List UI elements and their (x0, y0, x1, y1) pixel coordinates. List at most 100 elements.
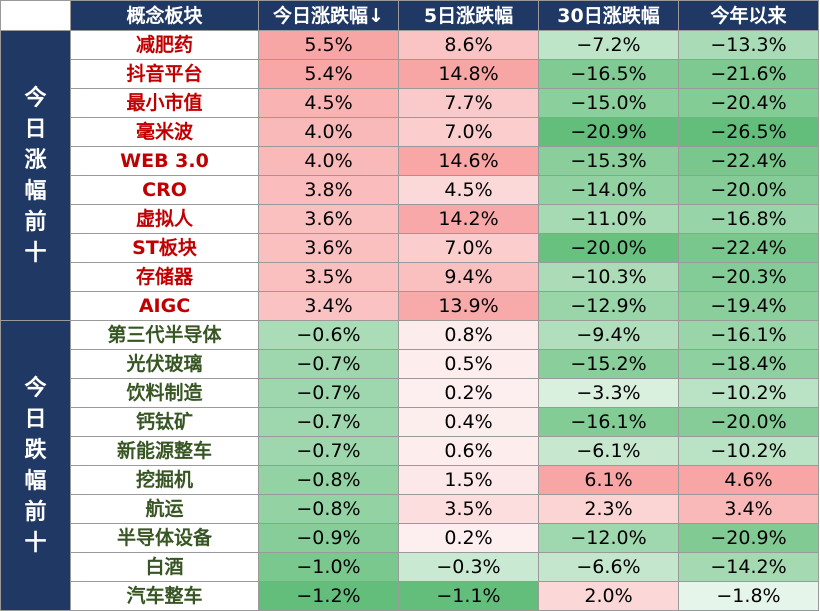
header-row: 概念板块 今日涨跌幅↓ 5日涨跌幅 30日涨跌幅 今年以来 (0, 0, 819, 31)
value-cell-5day-change: 0.2% (398, 523, 539, 553)
value-cell-ytd-change: −16.8% (678, 204, 819, 234)
value-cell-ytd-change: −20.3% (678, 262, 819, 292)
table-row: 汽车整车 −1.2% −1.1% 2.0% −1.8% (1, 581, 819, 611)
sector-name: 挖掘机 (70, 465, 259, 495)
value-cell-ytd-change: −20.4% (678, 88, 819, 118)
sector-name: 汽车整车 (70, 581, 259, 611)
value-cell-30day-change: 2.0% (538, 581, 679, 611)
value-cell-30day-change: −15.3% (538, 146, 679, 176)
value-cell-ytd-change: −14.2% (678, 552, 819, 582)
header-5day-change[interactable]: 5日涨跌幅 (398, 0, 539, 31)
value-cell-30day-change: −16.1% (538, 407, 679, 437)
sector-name: 饮料制造 (70, 378, 259, 408)
value-cell-5day-change: 9.4% (398, 262, 539, 292)
value-cell-today-change: 3.6% (258, 233, 399, 263)
value-cell-today-change: −0.7% (258, 407, 399, 437)
value-cell-today-change: −0.7% (258, 378, 399, 408)
value-cell-30day-change: −14.0% (538, 175, 679, 205)
table-row: 存储器 3.5% 9.4% −10.3% −20.3% (1, 262, 819, 292)
table-row: AIGC 3.4% 13.9% −12.9% −19.4% (1, 291, 819, 321)
value-cell-30day-change: −12.0% (538, 523, 679, 553)
value-cell-ytd-change: 4.6% (678, 465, 819, 495)
value-cell-30day-change: −7.2% (538, 30, 679, 60)
table-row: 今日跌幅前十 第三代半导体 −0.6% 0.8% −9.4% −16.1% (0, 320, 819, 611)
value-cell-30day-change: 2.3% (538, 494, 679, 524)
sector-name: 钙钛矿 (70, 407, 259, 437)
value-cell-5day-change: 0.4% (398, 407, 539, 437)
value-cell-5day-change: 13.9% (398, 291, 539, 321)
value-cell-today-change: −1.2% (258, 581, 399, 611)
sector-name: 航运 (70, 494, 259, 524)
value-cell-30day-change: −16.5% (538, 59, 679, 89)
table-row: 抖音平台 5.4% 14.8% −16.5% −21.6% (1, 59, 819, 89)
value-cell-ytd-change: −26.5% (678, 117, 819, 147)
sector-name: AIGC (70, 291, 259, 321)
table-row: 钙钛矿 −0.7% 0.4% −16.1% −20.0% (1, 407, 819, 437)
value-cell-today-change: 5.5% (258, 30, 399, 60)
value-cell-ytd-change: −10.2% (678, 436, 819, 466)
value-cell-30day-change: −3.3% (538, 378, 679, 408)
value-cell-30day-change: −12.9% (538, 291, 679, 321)
value-cell-30day-change: −20.0% (538, 233, 679, 263)
value-cell-today-change: 4.0% (258, 146, 399, 176)
value-cell-5day-change: 0.6% (398, 436, 539, 466)
value-cell-today-change: −0.6% (258, 320, 399, 350)
group-label-text: 今日跌幅前十 (24, 375, 47, 556)
value-cell-5day-change: 7.7% (398, 88, 539, 118)
table-body: 今日涨幅前十 减肥药 5.5% 8.6% −7.2% −13.3% 抖音平台 5.4% 14.8… (0, 30, 819, 611)
value-cell-5day-change: 14.2% (398, 204, 539, 234)
table-row: 半导体设备 −0.9% 0.2% −12.0% −20.9% (1, 523, 819, 553)
value-cell-today-change: 3.6% (258, 204, 399, 234)
header-sector[interactable]: 概念板块 (70, 0, 259, 31)
header-today-change[interactable]: 今日涨跌幅↓ (258, 0, 399, 31)
value-cell-today-change: 3.4% (258, 291, 399, 321)
table-row: CRO 3.8% 4.5% −14.0% −20.0% (1, 175, 819, 205)
value-cell-ytd-change: −20.9% (678, 523, 819, 553)
group-label-top-losers: 今日跌幅前十 (0, 320, 71, 611)
value-cell-5day-change: 0.2% (398, 378, 539, 408)
value-cell-30day-change: −15.0% (538, 88, 679, 118)
table-row: 挖掘机 −0.8% 1.5% 6.1% 4.6% (1, 465, 819, 495)
group-label-text: 今日涨幅前十 (24, 85, 47, 266)
value-cell-today-change: 4.0% (258, 117, 399, 147)
value-cell-30day-change: −6.1% (538, 436, 679, 466)
value-cell-5day-change: 7.0% (398, 233, 539, 263)
value-cell-ytd-change: −21.6% (678, 59, 819, 89)
header-30day-change[interactable]: 30日涨跌幅 (538, 0, 679, 31)
corner-cell (0, 0, 71, 31)
header-ytd-change[interactable]: 今年以来 (678, 0, 819, 31)
sector-name: 白酒 (70, 552, 259, 582)
value-cell-5day-change: 0.8% (398, 320, 539, 350)
sector-name: 虚拟人 (70, 204, 259, 234)
sector-name: 第三代半导体 (70, 320, 259, 350)
value-cell-30day-change: 6.1% (538, 465, 679, 495)
value-cell-today-change: −0.7% (258, 349, 399, 379)
table-row: 饮料制造 −0.7% 0.2% −3.3% −10.2% (1, 378, 819, 408)
value-cell-30day-change: −11.0% (538, 204, 679, 234)
sector-name: 半导体设备 (70, 523, 259, 553)
sector-name: CRO (70, 175, 259, 205)
value-cell-5day-change: 14.8% (398, 59, 539, 89)
sector-name: 减肥药 (70, 30, 259, 60)
value-cell-ytd-change: −22.4% (678, 146, 819, 176)
value-cell-5day-change: 14.6% (398, 146, 539, 176)
table-row: 最小市值 4.5% 7.7% −15.0% −20.4% (1, 88, 819, 118)
sector-name: 光伏玻璃 (70, 349, 259, 379)
table-row: 光伏玻璃 −0.7% 0.5% −15.2% −18.4% (1, 349, 819, 379)
value-cell-5day-change: −1.1% (398, 581, 539, 611)
sector-name: 抖音平台 (70, 59, 259, 89)
value-cell-5day-change: 1.5% (398, 465, 539, 495)
value-cell-30day-change: −10.3% (538, 262, 679, 292)
sector-name: 毫米波 (70, 117, 259, 147)
value-cell-ytd-change: −16.1% (678, 320, 819, 350)
value-cell-today-change: 3.5% (258, 262, 399, 292)
table-row: 航运 −0.8% 3.5% 2.3% 3.4% (1, 494, 819, 524)
table-row: 毫米波 4.0% 7.0% −20.9% −26.5% (1, 117, 819, 147)
value-cell-ytd-change: −10.2% (678, 378, 819, 408)
table-row: 今日涨幅前十 减肥药 5.5% 8.6% −7.2% −13.3% (0, 30, 819, 321)
value-cell-today-change: −0.8% (258, 494, 399, 524)
sector-name: 存储器 (70, 262, 259, 292)
table-row: WEB 3.0 4.0% 14.6% −15.3% −22.4% (1, 146, 819, 176)
value-cell-today-change: −0.9% (258, 523, 399, 553)
